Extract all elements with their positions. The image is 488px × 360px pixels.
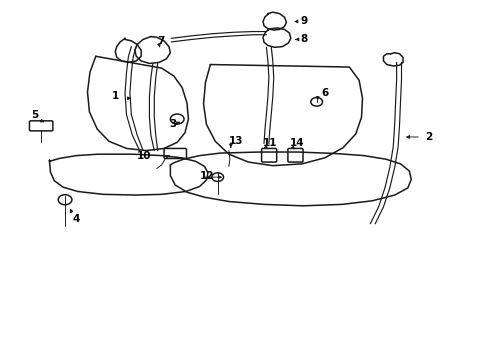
Text: 3: 3 bbox=[168, 120, 176, 129]
Text: 9: 9 bbox=[300, 17, 307, 27]
Text: 11: 11 bbox=[263, 139, 277, 148]
Text: 4: 4 bbox=[73, 214, 80, 224]
Text: 14: 14 bbox=[289, 139, 304, 148]
Text: 5: 5 bbox=[31, 110, 38, 120]
Text: 10: 10 bbox=[136, 150, 151, 161]
Text: 2: 2 bbox=[424, 132, 431, 142]
Text: 8: 8 bbox=[300, 35, 307, 44]
Text: 6: 6 bbox=[321, 88, 328, 98]
Text: 13: 13 bbox=[228, 136, 243, 146]
Text: 7: 7 bbox=[158, 36, 165, 46]
Text: 12: 12 bbox=[199, 171, 214, 181]
Text: 1: 1 bbox=[111, 91, 119, 101]
